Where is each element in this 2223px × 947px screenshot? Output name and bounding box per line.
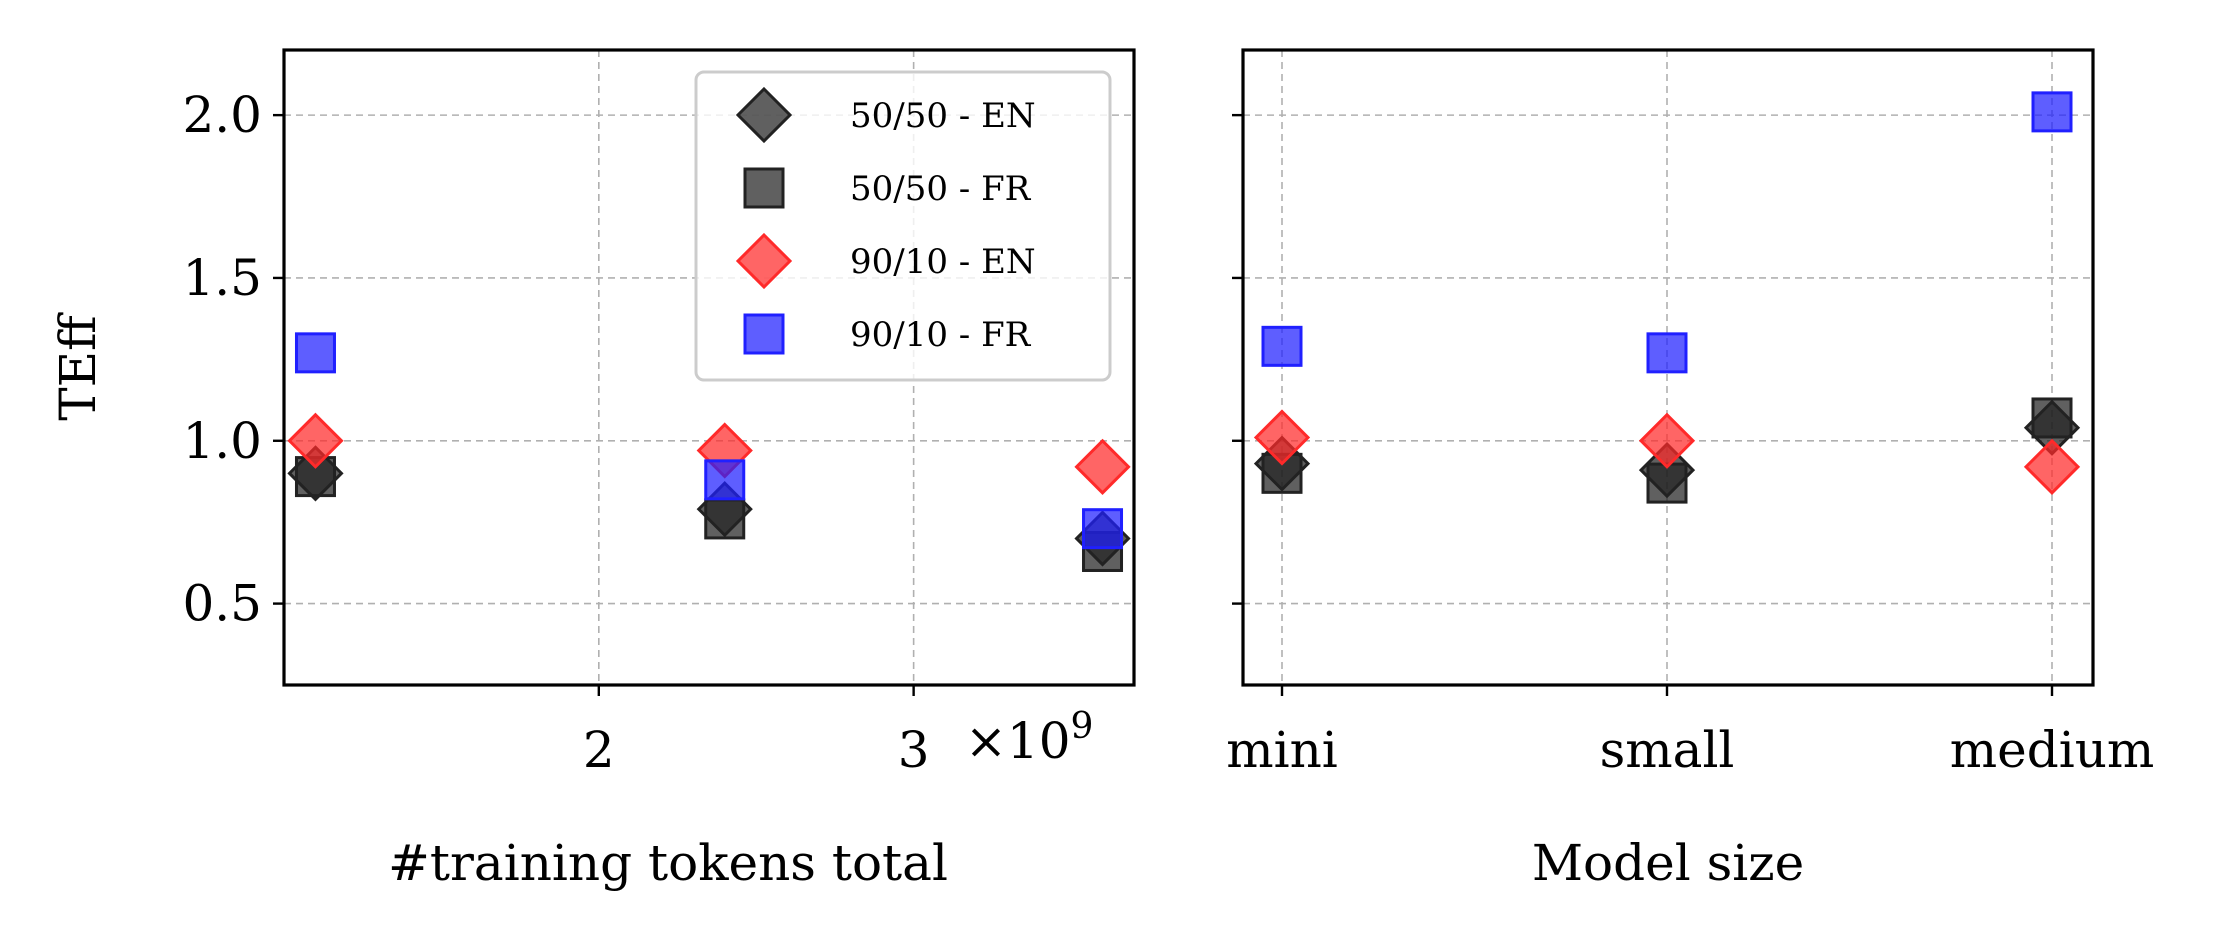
category-tick-label: small [1600, 721, 1735, 779]
data-point [1082, 508, 1124, 550]
left-x-axis-label: #training tokens total [388, 834, 948, 892]
category-tick-label: medium [1950, 721, 2155, 779]
left-ticks: 0.5 1.0 1.5 2.0 2 3 [182, 86, 929, 779]
legend-marker [735, 86, 793, 144]
y-tick-label: 0.5 [182, 575, 262, 633]
legend-marker [743, 313, 785, 355]
x-offset-prefix: ×10 [965, 712, 1071, 770]
x-tick-label: 2 [583, 721, 615, 779]
left-markers [287, 332, 1131, 572]
x-offset-text: ×109 [965, 706, 1093, 770]
data-point [2031, 397, 2073, 439]
data-point [704, 459, 746, 501]
data-point [2031, 91, 2073, 133]
y-axis-label: TEff [49, 312, 107, 421]
data-point [294, 332, 336, 374]
right-x-axis-label: Model size [1532, 834, 1804, 892]
left-panel: 0.5 1.0 1.5 2.0 2 3 #training tokens total TE… [49, 48, 1136, 892]
left-plot-frame [282, 48, 1136, 687]
data-point [2023, 438, 2081, 495]
x-tick-label: 3 [898, 721, 930, 779]
legend-label: 90/10 - FR [850, 315, 1032, 355]
data-point [704, 498, 746, 540]
data-point [1638, 412, 1696, 469]
legend-box [694, 70, 1112, 382]
y-tick-label: 2.0 [182, 86, 262, 144]
legend-marker [735, 232, 793, 290]
right-panel: mini small medium Model size [1226, 48, 2155, 892]
x-offset-exponent: 9 [1071, 706, 1094, 747]
data-point [1253, 409, 1311, 466]
category-tick-label: mini [1226, 721, 1338, 779]
legend-label: 50/50 - FR [850, 169, 1032, 209]
right-ticks: mini small medium [1226, 113, 2155, 779]
data-point [1646, 332, 1688, 374]
data-point [1261, 325, 1303, 367]
legend-label: 90/10 - EN [850, 242, 1036, 282]
data-point [287, 412, 344, 469]
legend-marker [743, 167, 785, 209]
right-markers [1253, 91, 2081, 504]
data-point [1074, 438, 1131, 495]
data-point [1646, 462, 1688, 504]
y-tick-label: 1.0 [182, 412, 262, 470]
y-tick-label: 1.5 [182, 249, 262, 307]
legend: 50/50 - EN 50/50 - FR 90/10 - EN 90/10 - FR [694, 70, 1112, 382]
legend-label: 50/50 - EN [850, 96, 1036, 136]
